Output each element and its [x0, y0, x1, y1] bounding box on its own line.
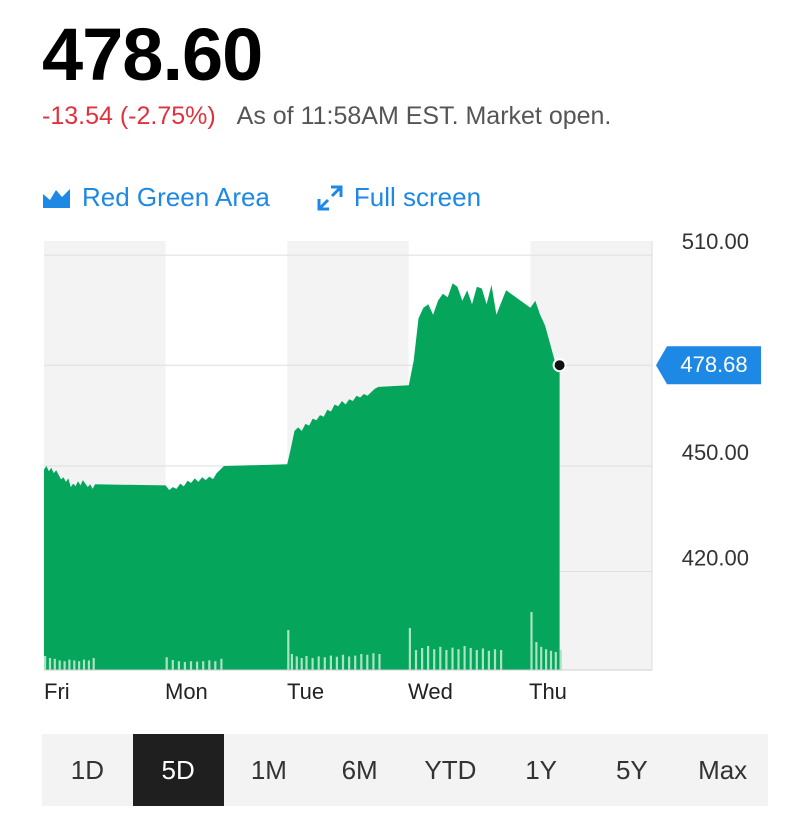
x-tick-label: Thu [529, 679, 567, 704]
volume-bar [341, 654, 345, 670]
volume-bar [177, 661, 180, 670]
range-1d-button[interactable]: 1D [70, 754, 104, 785]
volume-bar [290, 654, 293, 670]
range-1y-button[interactable]: 1Y [525, 754, 558, 785]
market-status: As of 11:58AM EST. Market open. [236, 102, 612, 130]
volume-bar [287, 630, 290, 670]
volume-bar [535, 642, 538, 670]
current-price-point [552, 358, 567, 373]
volume-bar [469, 648, 472, 670]
x-tick-label: Tue [287, 679, 324, 704]
y-tick-label: 510.00 [682, 229, 749, 254]
volume-bar [295, 656, 298, 670]
volume-bar [559, 650, 562, 670]
volume-bar [554, 652, 557, 670]
volume-bar [545, 649, 548, 670]
volume-bar [214, 661, 217, 670]
volume-bar [481, 648, 484, 670]
volume-bar [421, 648, 424, 670]
volume-bar [92, 658, 95, 670]
volume-bar [220, 658, 223, 670]
price-area [44, 283, 560, 670]
volume-bar [445, 650, 448, 670]
volume-bar [427, 646, 430, 670]
range-max-button[interactable]: Max [698, 754, 748, 785]
volume-bar [68, 659, 71, 670]
volume-bar [183, 662, 186, 670]
volume-bar [165, 657, 168, 670]
x-tick-label: Mon [165, 679, 208, 704]
price-change: -13.54 (-2.75%) [42, 102, 216, 130]
chart-type-label: Red Green Area [82, 182, 270, 212]
volume-bar [487, 650, 490, 670]
volume-bar [82, 659, 86, 670]
expand-arrows-icon [317, 185, 343, 210]
y-tick-label: 450.00 [682, 440, 749, 465]
full-screen-label: Full screen [353, 182, 482, 212]
volume-bar [540, 646, 543, 670]
volume-bar [530, 612, 533, 670]
volume-bar [78, 661, 81, 670]
range-selector: 1D 5D 1M 6M YTD 1Y 5Y Max [42, 734, 768, 806]
volume-bar [335, 656, 338, 670]
x-tick-label: Wed [408, 679, 453, 704]
volume-bar [463, 646, 466, 670]
volume-bar [44, 656, 47, 670]
current-price-badge-shape [656, 346, 761, 385]
volume-bar [457, 649, 460, 670]
range-1m-button[interactable]: 1M [250, 754, 287, 785]
volume-bar [305, 656, 308, 670]
volume-bar [549, 650, 553, 670]
volume-bar [323, 657, 326, 670]
volume-bar [300, 658, 303, 670]
volume-bar [208, 660, 211, 670]
range-5d-button[interactable]: 5D [132, 734, 224, 806]
y-tick-label: 420.00 [682, 546, 749, 571]
volume-bar [493, 649, 497, 670]
volume-bar [48, 658, 52, 670]
volume-bar [354, 655, 357, 670]
volume-bar [87, 660, 90, 670]
volume-bar [196, 661, 199, 670]
x-tick-label: Fri [44, 679, 70, 704]
volume-bar [202, 661, 205, 670]
range-5y-button[interactable]: 5Y [615, 754, 648, 785]
volume-bar [189, 661, 193, 670]
volume-bar [439, 646, 442, 670]
volume-bar [408, 628, 411, 670]
volume-bar [171, 660, 174, 670]
volume-bar [433, 649, 436, 670]
volume-bar [329, 655, 332, 670]
price-chart[interactable]: 510.00 450.00 420.00 Fri Mon Tue Wed Thu 478.6… [0, 0, 811, 720]
volume-bar [500, 650, 503, 670]
volume-bar [372, 653, 375, 670]
volume-bar [63, 661, 66, 670]
volume-bar [366, 654, 369, 670]
volume-bar [360, 654, 363, 670]
current-price-badge: 478.68 [656, 346, 761, 385]
volume-bar [58, 660, 61, 670]
volume-bar [475, 650, 478, 670]
volume-bar [311, 658, 314, 670]
volume-bar [348, 656, 351, 670]
current-price-badge-label: 478.68 [680, 352, 747, 377]
volume-bar [53, 658, 56, 670]
chart-type-button[interactable]: Red Green Area [42, 182, 270, 213]
area-chart-icon [43, 188, 70, 208]
range-6m-button[interactable]: 6M [341, 754, 378, 785]
chart-toolbar: Red Green Area Full screen [42, 182, 481, 213]
current-price: 478.60 [42, 13, 263, 96]
volume-bar [378, 654, 381, 670]
range-ytd-button[interactable]: YTD [424, 754, 477, 785]
volume-bar [317, 656, 320, 670]
volume-bar [73, 660, 76, 670]
volume-bar [414, 650, 418, 670]
full-screen-button[interactable]: Full screen [316, 182, 481, 213]
price-change-row: -13.54 (-2.75%) As of 11:58AM EST. Marke… [42, 104, 611, 129]
volume-bar [451, 647, 454, 670]
